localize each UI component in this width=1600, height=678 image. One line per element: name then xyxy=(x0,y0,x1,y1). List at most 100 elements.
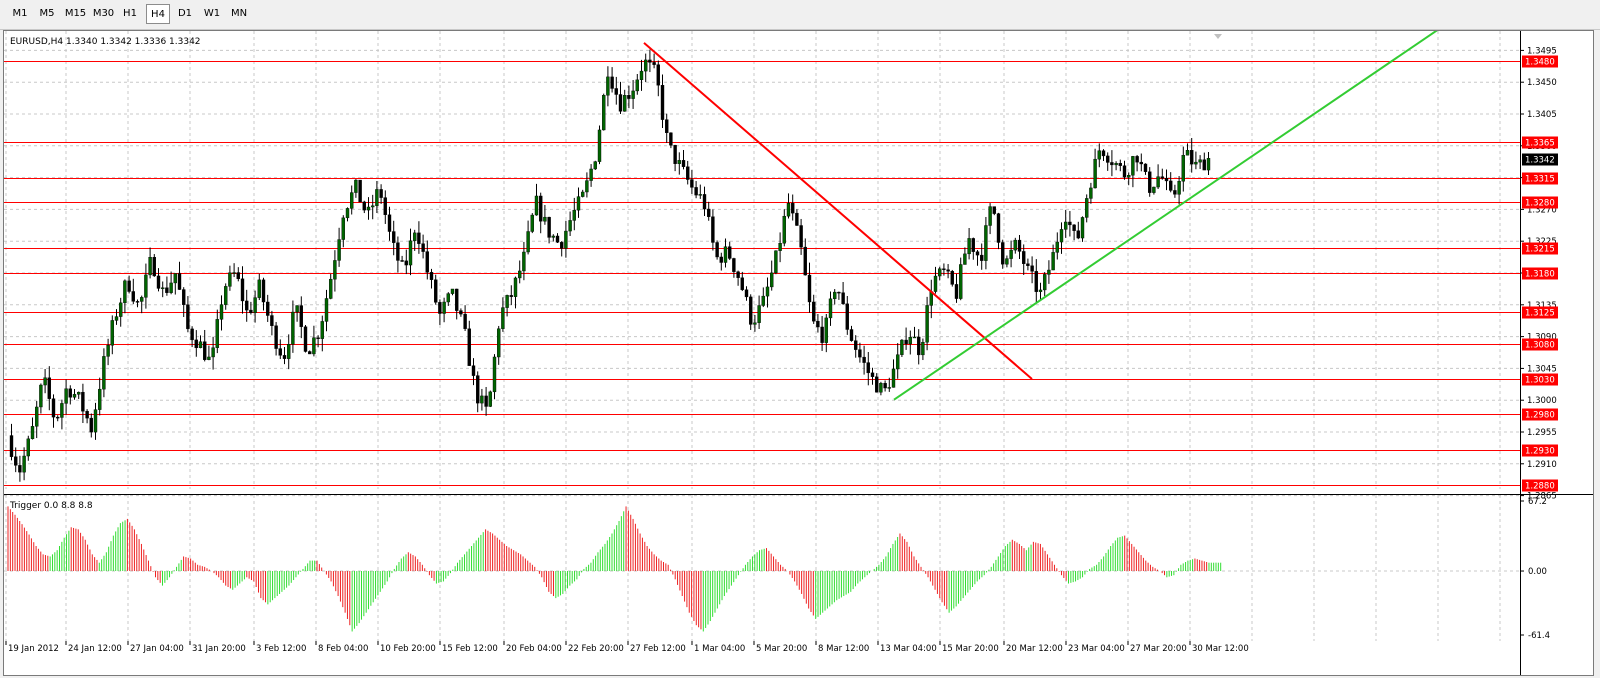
candle xyxy=(509,285,513,306)
candle xyxy=(148,247,152,279)
candle xyxy=(1147,167,1152,197)
candle xyxy=(1068,211,1072,237)
candle xyxy=(975,250,980,266)
price-tick-label: 1.3045 xyxy=(1527,364,1557,374)
indicator-tick-label: 0.00 xyxy=(1528,567,1547,577)
candle xyxy=(942,263,946,276)
candle xyxy=(564,220,568,258)
candle xyxy=(434,274,438,305)
candle xyxy=(639,59,644,91)
candle xyxy=(757,295,761,329)
candle xyxy=(1143,163,1148,175)
candle xyxy=(51,394,56,428)
level-label: 1.3030 xyxy=(1525,376,1555,386)
candle xyxy=(85,409,89,424)
candle xyxy=(543,204,547,225)
candle xyxy=(1089,182,1093,204)
chart-canvas[interactable]: 1.34951.34501.34051.33601.33151.32701.32… xyxy=(4,22,1593,675)
price-tick-label: 1.3270 xyxy=(1527,205,1557,215)
candle xyxy=(324,289,329,332)
candle xyxy=(656,60,660,97)
candle xyxy=(875,373,879,393)
candle xyxy=(866,352,870,386)
candle xyxy=(1160,168,1165,180)
candle xyxy=(1181,146,1186,192)
tf-button-m15[interactable]: M15 xyxy=(64,8,87,19)
candle xyxy=(76,391,81,399)
tf-button-h1[interactable]: H1 xyxy=(123,8,137,19)
candle xyxy=(593,160,597,170)
candle xyxy=(980,243,984,270)
candle xyxy=(278,339,282,360)
current-price-box xyxy=(1522,153,1558,166)
tf-button-mn[interactable]: MN xyxy=(230,8,248,19)
candle xyxy=(908,330,912,355)
candle xyxy=(669,132,673,149)
candle xyxy=(257,273,262,301)
candle xyxy=(9,423,14,461)
candle xyxy=(1189,137,1194,173)
tf-button-m30[interactable]: M30 xyxy=(92,8,115,19)
candle xyxy=(854,335,858,358)
candle xyxy=(568,211,572,237)
candle xyxy=(984,216,988,270)
level-label-box xyxy=(1522,444,1558,457)
candle xyxy=(1093,148,1097,189)
candle xyxy=(366,197,371,220)
candle xyxy=(497,325,501,365)
indicator-title: Trigger 0.0 8.8 8.8 xyxy=(9,501,93,511)
candle xyxy=(47,366,51,411)
candle xyxy=(715,240,719,260)
level-label: 1.3480 xyxy=(1525,58,1555,68)
candle xyxy=(358,179,362,203)
candle xyxy=(261,277,266,311)
candle xyxy=(56,415,60,422)
candle xyxy=(761,287,765,308)
candle xyxy=(786,193,791,219)
time-tick-label: 8 Mar 12:00 xyxy=(818,644,869,654)
tf-button-h4[interactable]: H4 xyxy=(146,4,170,24)
candle xyxy=(97,377,102,416)
candle xyxy=(723,238,728,268)
shift-marker-icon xyxy=(1214,34,1222,39)
level-label-box xyxy=(1522,479,1558,492)
price-tick-label: 1.2955 xyxy=(1527,428,1557,438)
level-label: 1.3315 xyxy=(1525,175,1555,185)
candle xyxy=(992,206,996,216)
level-label-box xyxy=(1522,267,1558,280)
candle xyxy=(413,229,417,251)
candle xyxy=(371,194,375,220)
time-tick-label: 8 Feb 04:00 xyxy=(318,644,368,654)
trendline[interactable] xyxy=(643,42,1033,380)
level-label: 1.3215 xyxy=(1525,245,1555,255)
candle xyxy=(72,388,77,400)
candle xyxy=(833,289,837,305)
candle xyxy=(694,181,698,199)
candle xyxy=(1055,232,1060,260)
candle xyxy=(26,435,30,461)
time-tick-label: 13 Mar 04:00 xyxy=(880,644,937,654)
candle xyxy=(291,300,295,353)
tf-button-m1[interactable]: M1 xyxy=(12,8,28,19)
candle xyxy=(585,172,589,198)
price-tick-label: 1.2865 xyxy=(1527,492,1557,502)
candle xyxy=(1063,209,1068,238)
time-tick-label: 27 Mar 20:00 xyxy=(1130,644,1187,654)
candle xyxy=(35,401,39,439)
candle xyxy=(408,228,413,276)
candle xyxy=(879,381,883,396)
candle xyxy=(1177,176,1181,205)
tf-button-d1[interactable]: D1 xyxy=(177,8,193,19)
candle xyxy=(820,316,824,351)
tf-button-w1[interactable]: W1 xyxy=(203,8,221,19)
trendline[interactable] xyxy=(893,22,1449,401)
candle xyxy=(690,169,694,194)
candlestick-series xyxy=(9,49,1211,482)
candle xyxy=(190,326,194,348)
candle xyxy=(266,294,270,322)
candle xyxy=(60,399,64,430)
tf-button-m5[interactable]: M5 xyxy=(39,8,55,19)
candle xyxy=(219,295,224,331)
candle xyxy=(282,346,287,365)
chart-window[interactable]: 1.34951.34501.34051.33601.33151.32701.32… xyxy=(3,22,1594,676)
